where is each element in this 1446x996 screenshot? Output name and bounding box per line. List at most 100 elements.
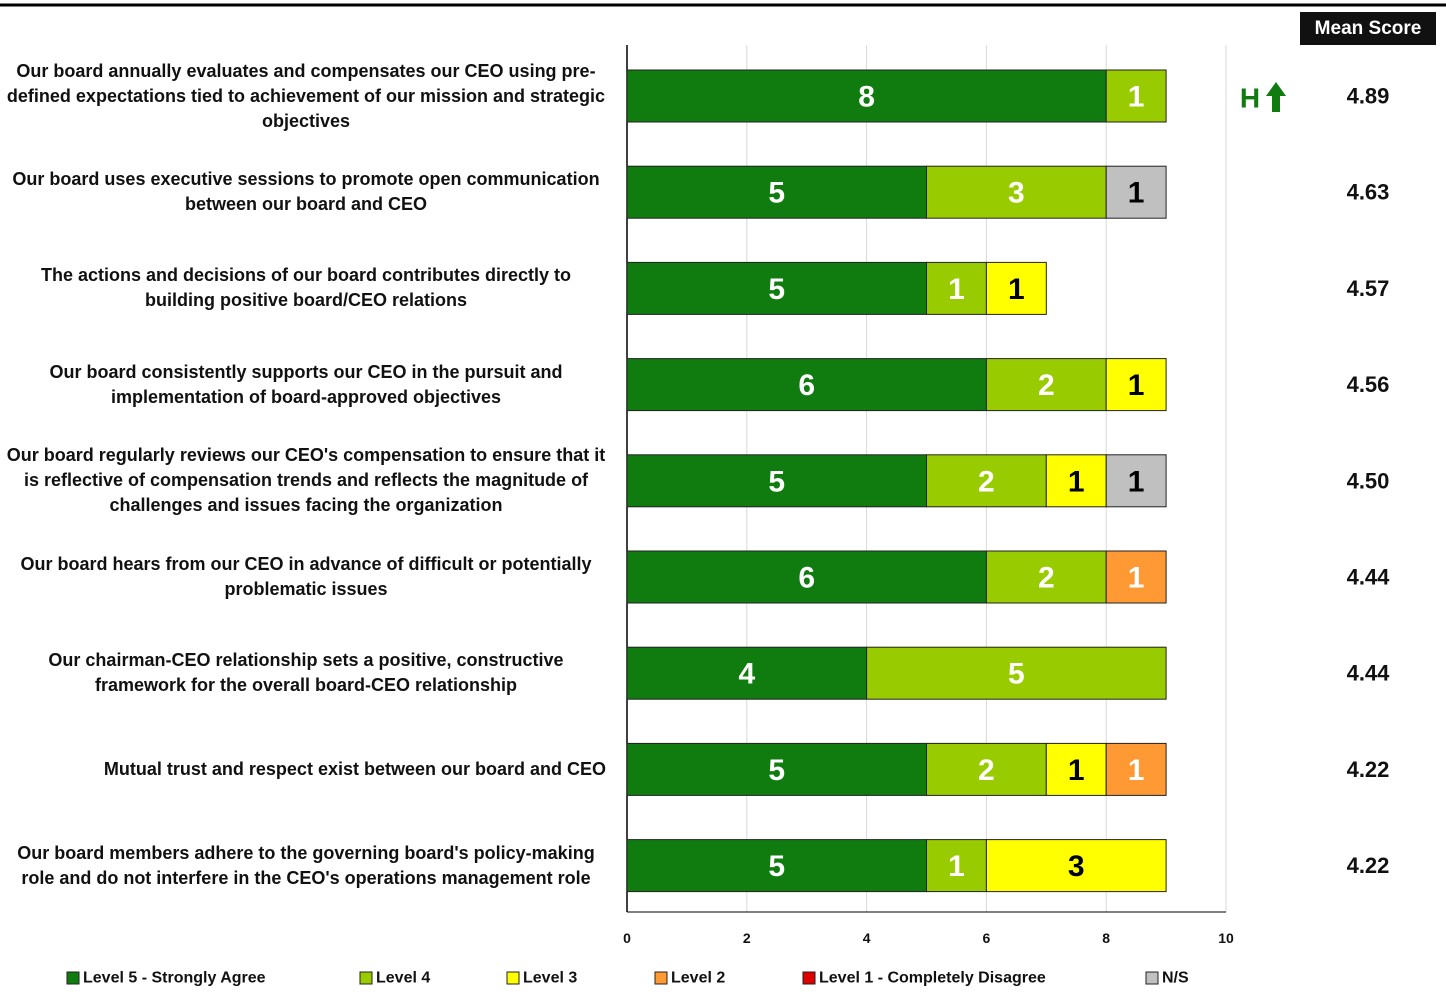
bar-segment bbox=[1045, 742, 1107, 796]
data-label: 6 bbox=[798, 369, 815, 402]
legend-label: Level 3 bbox=[523, 970, 577, 987]
category-label-box: Our board consistently supports our CEO … bbox=[0, 340, 606, 430]
x-tick-label: 4 bbox=[863, 930, 871, 946]
mean-score: 4.89 bbox=[1347, 84, 1390, 109]
bar-segment bbox=[626, 261, 927, 315]
x-tick-label: 2 bbox=[743, 930, 751, 946]
bar-segment bbox=[1105, 454, 1167, 508]
data-label: 2 bbox=[978, 754, 995, 787]
mean-score-header-bg bbox=[1300, 12, 1436, 45]
bar-segment bbox=[1105, 69, 1167, 123]
bar-segment bbox=[626, 358, 987, 412]
bar-segment bbox=[1105, 165, 1167, 219]
category-label: Our board uses executive sessions to pro… bbox=[12, 169, 600, 215]
mean-score: 4.44 bbox=[1347, 565, 1391, 590]
category-label-box: Our board regularly reviews our CEO's co… bbox=[0, 436, 606, 526]
bar-segment bbox=[926, 454, 1047, 508]
x-tick-label: 10 bbox=[1218, 930, 1234, 946]
legend-label: Level 2 bbox=[671, 970, 725, 987]
bar-segment bbox=[626, 69, 1107, 123]
category-label: Our chairman-CEO relationship sets a pos… bbox=[48, 650, 564, 696]
mean-score: 4.50 bbox=[1347, 468, 1390, 493]
data-label: 2 bbox=[1038, 369, 1055, 402]
mean-score: 4.22 bbox=[1347, 757, 1390, 782]
bar-segment bbox=[985, 550, 1107, 604]
legend-swatch bbox=[1145, 971, 1159, 985]
bar-segment bbox=[926, 742, 1047, 796]
data-label: 5 bbox=[1008, 658, 1025, 691]
legend-swatch bbox=[654, 971, 668, 985]
data-label: 1 bbox=[1068, 754, 1085, 787]
category-label: Our board regularly reviews our CEO's co… bbox=[6, 445, 606, 516]
data-label: 1 bbox=[1128, 177, 1145, 210]
data-label: 8 bbox=[858, 81, 875, 114]
category-label-box: Our board annually evaluates and compens… bbox=[0, 51, 606, 141]
legend-label: N/S bbox=[1162, 970, 1189, 987]
data-label: 6 bbox=[798, 562, 815, 595]
legend-label: Level 4 bbox=[376, 970, 430, 987]
data-label: 1 bbox=[1008, 273, 1025, 306]
category-label-box: Our board uses executive sessions to pro… bbox=[0, 147, 606, 237]
bar-segment bbox=[1105, 358, 1167, 412]
data-label: 2 bbox=[1038, 562, 1055, 595]
bar-segment bbox=[1105, 742, 1167, 796]
bar-segment bbox=[626, 454, 927, 508]
bar-segment bbox=[985, 839, 1167, 893]
legend-swatch bbox=[506, 971, 520, 985]
mean-score: 4.63 bbox=[1347, 180, 1390, 205]
data-label: 1 bbox=[1128, 81, 1145, 114]
category-label-box: Our chairman-CEO relationship sets a pos… bbox=[0, 628, 606, 718]
bar-segment bbox=[1105, 550, 1167, 604]
data-label: 1 bbox=[1068, 465, 1085, 498]
data-label: 5 bbox=[768, 177, 785, 210]
data-label: 3 bbox=[1008, 177, 1025, 210]
category-label: Mutual trust and respect exist between o… bbox=[103, 758, 606, 779]
bar-segment bbox=[866, 646, 1167, 700]
data-label: 5 bbox=[768, 273, 785, 306]
bar-segment bbox=[985, 261, 1047, 315]
category-label: Our board hears from our CEO in advance … bbox=[20, 554, 592, 599]
bar-segment bbox=[626, 646, 868, 700]
data-label: 1 bbox=[1128, 465, 1145, 498]
data-label: 1 bbox=[948, 273, 965, 306]
data-label: 1 bbox=[948, 850, 965, 883]
bar-segment bbox=[985, 358, 1107, 412]
mean-score: 4.56 bbox=[1347, 372, 1390, 397]
legend-label: Level 5 - Strongly Agree bbox=[83, 970, 266, 987]
data-label: 2 bbox=[978, 465, 995, 498]
bar-segment bbox=[926, 165, 1107, 219]
bar-segment bbox=[626, 742, 927, 796]
data-label: 5 bbox=[768, 850, 785, 883]
category-label-box: The actions and decisions of our board c… bbox=[0, 243, 606, 333]
x-tick-label: 8 bbox=[1102, 930, 1110, 946]
legend-swatch bbox=[359, 971, 373, 985]
legend-swatch bbox=[802, 971, 816, 985]
category-label-box: Our board hears from our CEO in advance … bbox=[0, 532, 606, 622]
mean-score: 4.57 bbox=[1347, 276, 1390, 301]
data-label: 3 bbox=[1068, 850, 1085, 883]
mean-score: 4.44 bbox=[1347, 661, 1391, 686]
legend-swatch bbox=[66, 971, 80, 985]
data-label: 1 bbox=[1128, 754, 1145, 787]
bar-segment bbox=[926, 261, 987, 315]
category-label-box: Our board members adhere to the governin… bbox=[0, 821, 606, 911]
category-label: Our board members adhere to the governin… bbox=[17, 842, 595, 888]
category-label: The actions and decisions of our board c… bbox=[40, 265, 572, 311]
annotation-arrow bbox=[1266, 82, 1286, 112]
category-label-box: Mutual trust and respect exist between o… bbox=[0, 724, 606, 814]
data-label: 1 bbox=[1128, 562, 1145, 595]
bar-segment bbox=[626, 550, 987, 604]
data-label: 1 bbox=[1128, 369, 1145, 402]
annotation: H bbox=[1240, 83, 1260, 114]
bar-segment bbox=[926, 839, 987, 893]
legend-label: Level 1 - Completely Disagree bbox=[819, 970, 1046, 987]
data-label: 4 bbox=[738, 658, 755, 691]
x-tick-label: 0 bbox=[623, 930, 631, 946]
mean-score-header: Mean Score bbox=[1315, 18, 1422, 39]
data-label: 5 bbox=[768, 754, 785, 787]
category-label: Our board annually evaluates and compens… bbox=[6, 60, 606, 131]
mean-score: 4.22 bbox=[1347, 853, 1390, 878]
x-tick-label: 6 bbox=[983, 930, 991, 946]
